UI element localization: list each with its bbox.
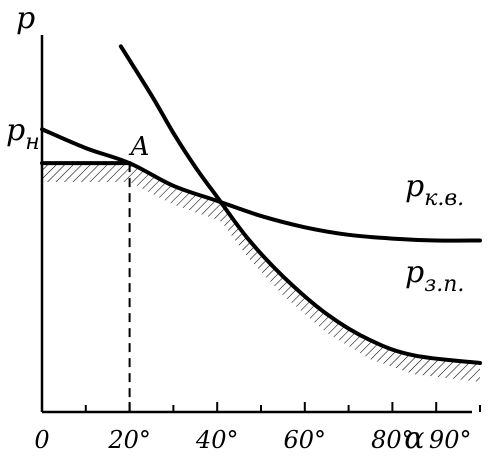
series-line-p-kv: [40, 127, 482, 243]
series-layer: [40, 44, 482, 365]
x-tick-label: 0: [34, 426, 49, 454]
point-a-label: A: [129, 132, 150, 162]
series-label-p-n: pн: [6, 113, 40, 155]
series-line-p-zp: [118, 44, 482, 365]
series-label-p-zp: pз.п.: [405, 255, 464, 297]
x-tick-label: 60°: [284, 426, 327, 454]
x-tick-label: 20°: [107, 426, 151, 454]
x-axis-label: α: [404, 421, 424, 456]
x-tick-label: 80°: [371, 426, 414, 454]
x-tick-label: 40°: [195, 426, 239, 454]
y-axis-label: p: [16, 1, 35, 36]
tick-layer: 0 20° 40° 60° 80° 90°: [34, 402, 481, 454]
series-label-p-kv: pк.в.: [405, 169, 464, 211]
x-tick-label: 90°: [429, 426, 472, 454]
